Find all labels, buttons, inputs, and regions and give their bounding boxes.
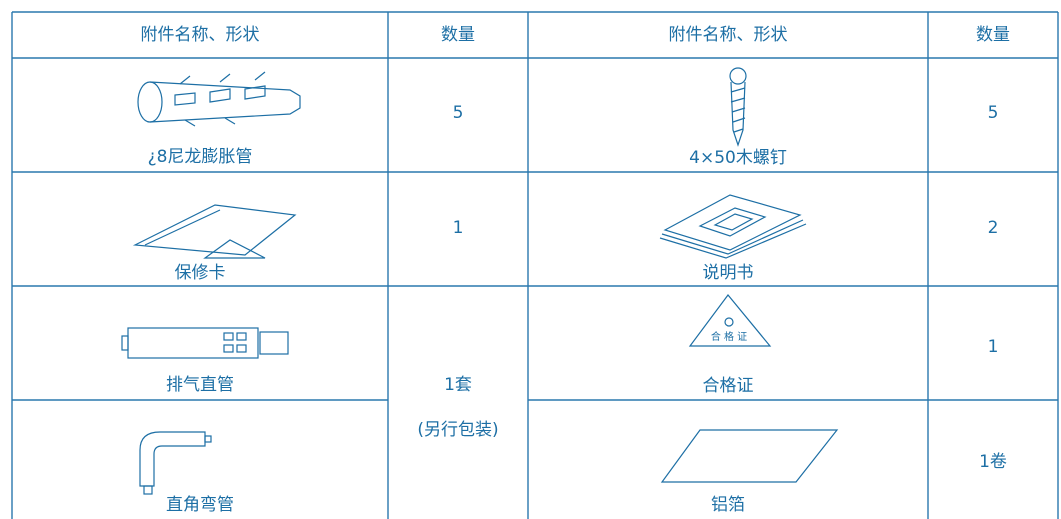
item-name: ¿8尼龙膨胀管 (148, 147, 253, 167)
item-quantity-note: (另行包装) (417, 420, 498, 440)
pipe-icon (121, 327, 289, 359)
anchor-icon (137, 71, 301, 127)
card-icon (132, 204, 297, 259)
item-quantity: 5 (453, 103, 464, 123)
item-name: 合格证 (703, 376, 754, 396)
item-name: 保修卡 (175, 263, 226, 283)
table-grid (11, 11, 1059, 519)
item-name: 排气直管 (166, 375, 234, 395)
manual-icon (659, 194, 807, 259)
header-cell: 附件名称、形状 (141, 25, 260, 45)
header-cell: 附件名称、形状 (669, 25, 788, 45)
item-quantity: 1 (453, 218, 464, 238)
elbow-icon (139, 431, 212, 495)
item-quantity: 2 (988, 218, 999, 238)
header-cell: 数量 (441, 25, 475, 45)
item-quantity: 1 (988, 337, 999, 357)
header-cell: 数量 (976, 25, 1010, 45)
item-name: 直角弯管 (166, 495, 234, 515)
item-name: 铝箔 (711, 495, 745, 515)
certificate-icon (688, 294, 772, 347)
screw-icon (729, 67, 747, 147)
item-quantity: 1卷 (979, 452, 1007, 472)
item-quantity: 1套 (444, 375, 472, 395)
item-name: 说明书 (703, 263, 754, 283)
foil-icon (660, 429, 839, 483)
item-name: 4×50木螺钉 (689, 148, 787, 168)
item-quantity: 5 (988, 103, 999, 123)
icon-text: 合 格 证 (711, 330, 747, 343)
